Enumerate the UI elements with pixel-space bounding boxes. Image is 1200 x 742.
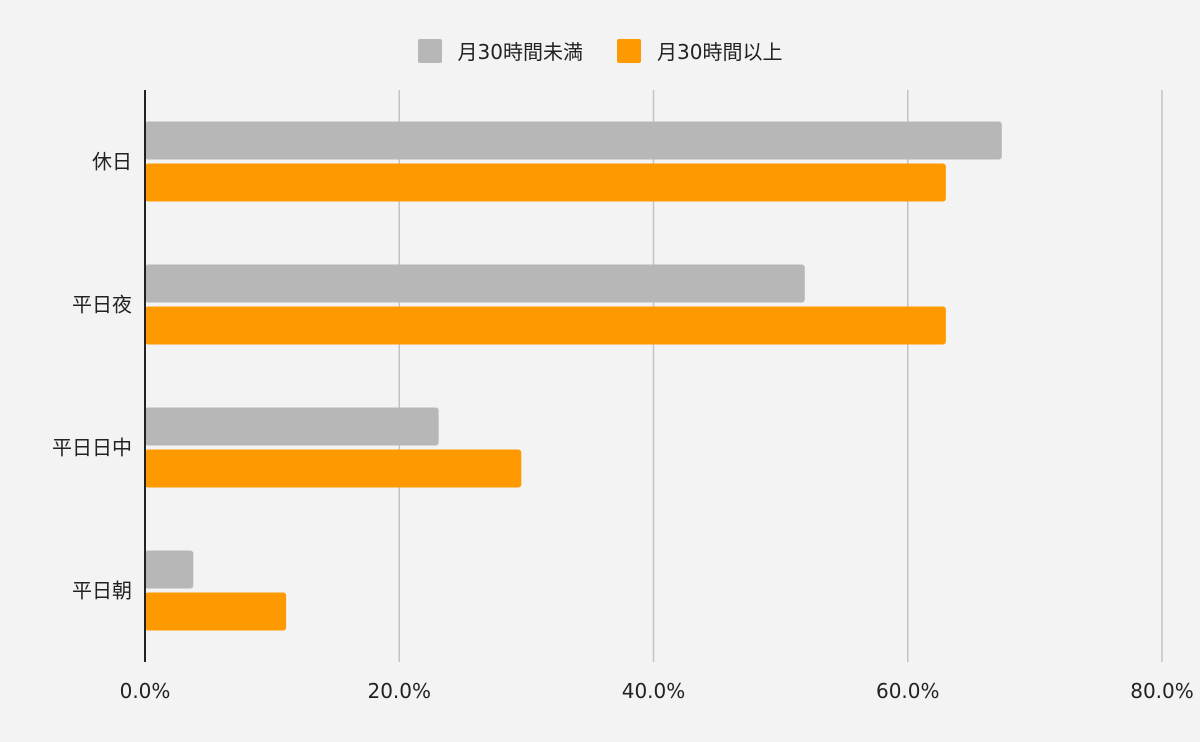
legend-label-under-30h: 月30時間未満 — [457, 40, 583, 64]
bar-1-series-0 — [145, 264, 805, 303]
legend-label-over-30h: 月30時間以上 — [657, 40, 783, 64]
x-tick-label-0: 0.0% — [120, 679, 171, 703]
y-category-label-0: 休日 — [92, 150, 132, 174]
bar-1-series-1 — [145, 306, 946, 345]
bar-0-series-0 — [145, 121, 1002, 160]
bar-0-series-1 — [145, 163, 946, 202]
bar-2-series-0 — [145, 407, 439, 446]
x-tick-label-3: 60.0% — [876, 679, 940, 703]
bar-3-series-1 — [145, 592, 287, 631]
y-category-label-2: 平日日中 — [52, 436, 132, 460]
x-tick-label-2: 40.0% — [622, 679, 686, 703]
bar-3-series-0 — [145, 550, 194, 589]
y-category-label-3: 平日朝 — [72, 579, 132, 603]
bar-2-series-1 — [145, 449, 522, 488]
legend-item-over-30h: 月30時間以上 — [617, 36, 782, 65]
legend-swatch-over-30h — [617, 38, 641, 63]
x-tick-label-1: 20.0% — [367, 679, 431, 703]
x-tick-label-4: 80.0% — [1130, 679, 1194, 703]
y-category-label-1: 平日夜 — [72, 293, 132, 317]
legend-swatch-under-30h — [417, 38, 442, 63]
legend: 月30時間未満 月30時間以上 — [0, 36, 1200, 65]
legend-item-under-30h: 月30時間未満 — [417, 36, 583, 65]
